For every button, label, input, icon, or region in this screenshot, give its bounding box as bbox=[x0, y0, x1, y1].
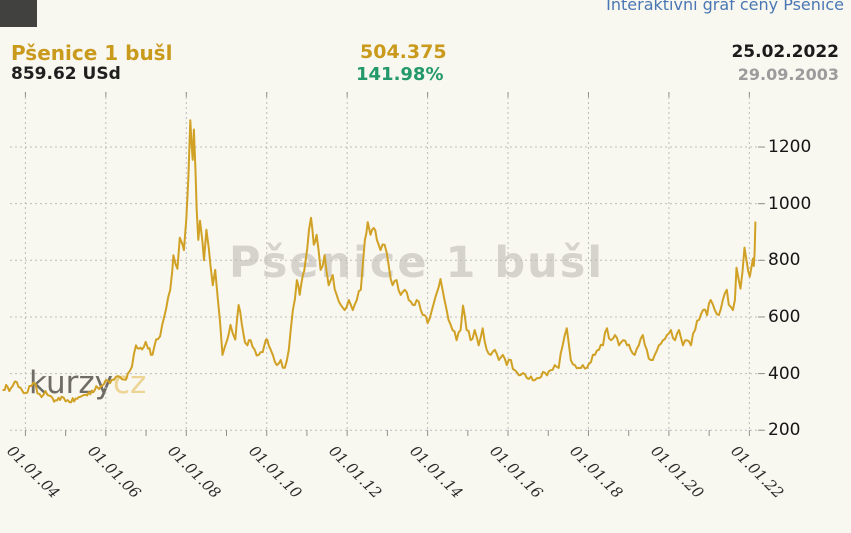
period-end-date: 25.02.2022 bbox=[731, 42, 839, 62]
chart-watermark: Pšenice 1 bušl bbox=[229, 238, 605, 288]
price-line bbox=[2, 119, 757, 404]
instrument-name: Pšenice 1 bušl bbox=[11, 41, 173, 65]
page-title: Interaktivní graf ceny Pšenice bbox=[606, 0, 844, 14]
period-start-date: 29.09.2003 bbox=[737, 65, 839, 84]
last-price: 859.62 USd bbox=[11, 64, 121, 84]
change-absolute: 504.375 bbox=[360, 41, 447, 63]
dark-corner-box bbox=[0, 0, 37, 27]
change-percent: 141.98% bbox=[356, 64, 444, 85]
